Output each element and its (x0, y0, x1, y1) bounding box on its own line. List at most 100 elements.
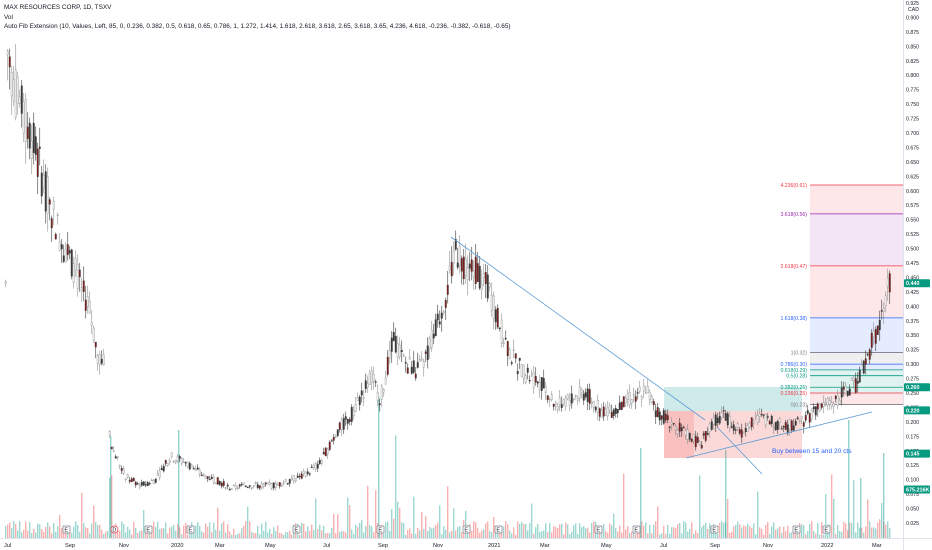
volume-bar (749, 526, 751, 538)
candle-body (70, 249, 73, 277)
candle-body (242, 482, 245, 485)
earnings-marker[interactable] (144, 525, 153, 534)
candle-body (818, 403, 821, 411)
candle-body (232, 484, 235, 487)
fib-indicator-label[interactable]: Auto Fib Extension (10, Values, Left, 85… (4, 23, 511, 30)
candle-body (356, 397, 359, 401)
volume-bar (409, 528, 411, 538)
volume-bar (787, 525, 789, 538)
volume-bar (593, 521, 595, 538)
volume-bar (739, 524, 741, 538)
volume-bar (401, 522, 403, 538)
candle-body (112, 450, 115, 453)
candle-body (762, 414, 765, 416)
candle-body (22, 101, 25, 134)
price-badge (904, 279, 930, 288)
event-marker-label: E (294, 528, 298, 534)
volume-bar (631, 531, 633, 538)
candle-body (716, 417, 719, 423)
earnings-marker[interactable] (494, 525, 503, 534)
earnings-marker[interactable] (62, 525, 71, 534)
earnings-marker[interactable] (710, 525, 719, 534)
candle-body (726, 413, 729, 426)
candle-body (652, 401, 655, 405)
symbol-title[interactable]: MAX RESOURCES CORP, 1D, TSXV (4, 4, 112, 11)
candle-body (578, 386, 581, 399)
volume-bar (291, 534, 293, 538)
candle-body (420, 358, 423, 361)
volume-bar (231, 534, 233, 538)
event-marker-label: D (112, 528, 116, 534)
candle-body (528, 380, 531, 382)
candle-body (406, 367, 409, 374)
volume-bar (441, 534, 443, 538)
candle-body (490, 294, 493, 311)
earnings-marker[interactable] (632, 525, 641, 534)
candle-body (448, 265, 451, 271)
earnings-marker[interactable] (376, 525, 385, 534)
volume-bar (709, 523, 711, 538)
volume-bar (161, 528, 163, 538)
candle-body (636, 392, 639, 394)
volume-bar (129, 529, 131, 538)
volume-bar (847, 530, 849, 538)
candle-body (380, 385, 383, 400)
volume-bar (719, 522, 721, 538)
dividend-marker[interactable] (110, 525, 119, 534)
volume-bar (465, 510, 467, 538)
volume-bar (383, 533, 385, 538)
candle-body (150, 479, 153, 482)
candle-body (696, 436, 699, 443)
earnings-marker[interactable] (594, 525, 603, 534)
volume-bar (279, 532, 281, 538)
candle-body (556, 405, 559, 410)
candle-body (12, 79, 15, 102)
cross-line[interactable] (717, 427, 763, 475)
volume-bar (211, 532, 213, 538)
price-tick-label: 0.850 (906, 44, 919, 50)
volume-bar (573, 525, 575, 538)
candle-body (354, 404, 357, 412)
volume-bar (615, 528, 617, 538)
earnings-marker[interactable] (792, 525, 801, 534)
candle-body (342, 418, 345, 430)
candle-body (134, 481, 137, 486)
volume-bar (821, 522, 823, 538)
volume-bar (747, 523, 749, 538)
uptrend-line[interactable] (685, 411, 873, 459)
volume-bar (509, 530, 511, 538)
volume-bar (213, 522, 215, 538)
candle-body (188, 462, 191, 470)
volume-bar (125, 532, 127, 538)
volume-bar (277, 525, 279, 538)
candle-body (770, 415, 773, 424)
volume-bar (447, 486, 449, 538)
candle-body (208, 478, 211, 481)
volume-bar (363, 532, 365, 538)
price-badge (904, 485, 930, 494)
candle-body (4, 281, 7, 284)
volume-bar (439, 505, 441, 538)
candle-body (120, 468, 123, 471)
volume-label[interactable]: Vol (4, 13, 13, 21)
candle-body (402, 355, 405, 357)
candle-body (778, 418, 781, 424)
volume-bar (227, 524, 229, 538)
candle-body (802, 422, 805, 427)
downtrend-line[interactable] (450, 236, 706, 421)
earnings-marker[interactable] (822, 525, 831, 534)
candle-body (730, 426, 733, 428)
volume-bar (379, 530, 381, 538)
volume-bar (487, 521, 489, 538)
fib-level-label: 0.236(0.25) (780, 391, 807, 397)
earnings-marker[interactable] (292, 525, 301, 534)
earnings-marker[interactable] (462, 525, 471, 534)
candle-body (128, 480, 131, 482)
price-tick-label: 0.325 (906, 348, 919, 354)
candle-body (138, 485, 141, 488)
earnings-marker[interactable] (186, 525, 195, 534)
candle-body (506, 341, 509, 357)
time-tick-label: Jul (323, 543, 330, 549)
candle-body (298, 475, 301, 478)
